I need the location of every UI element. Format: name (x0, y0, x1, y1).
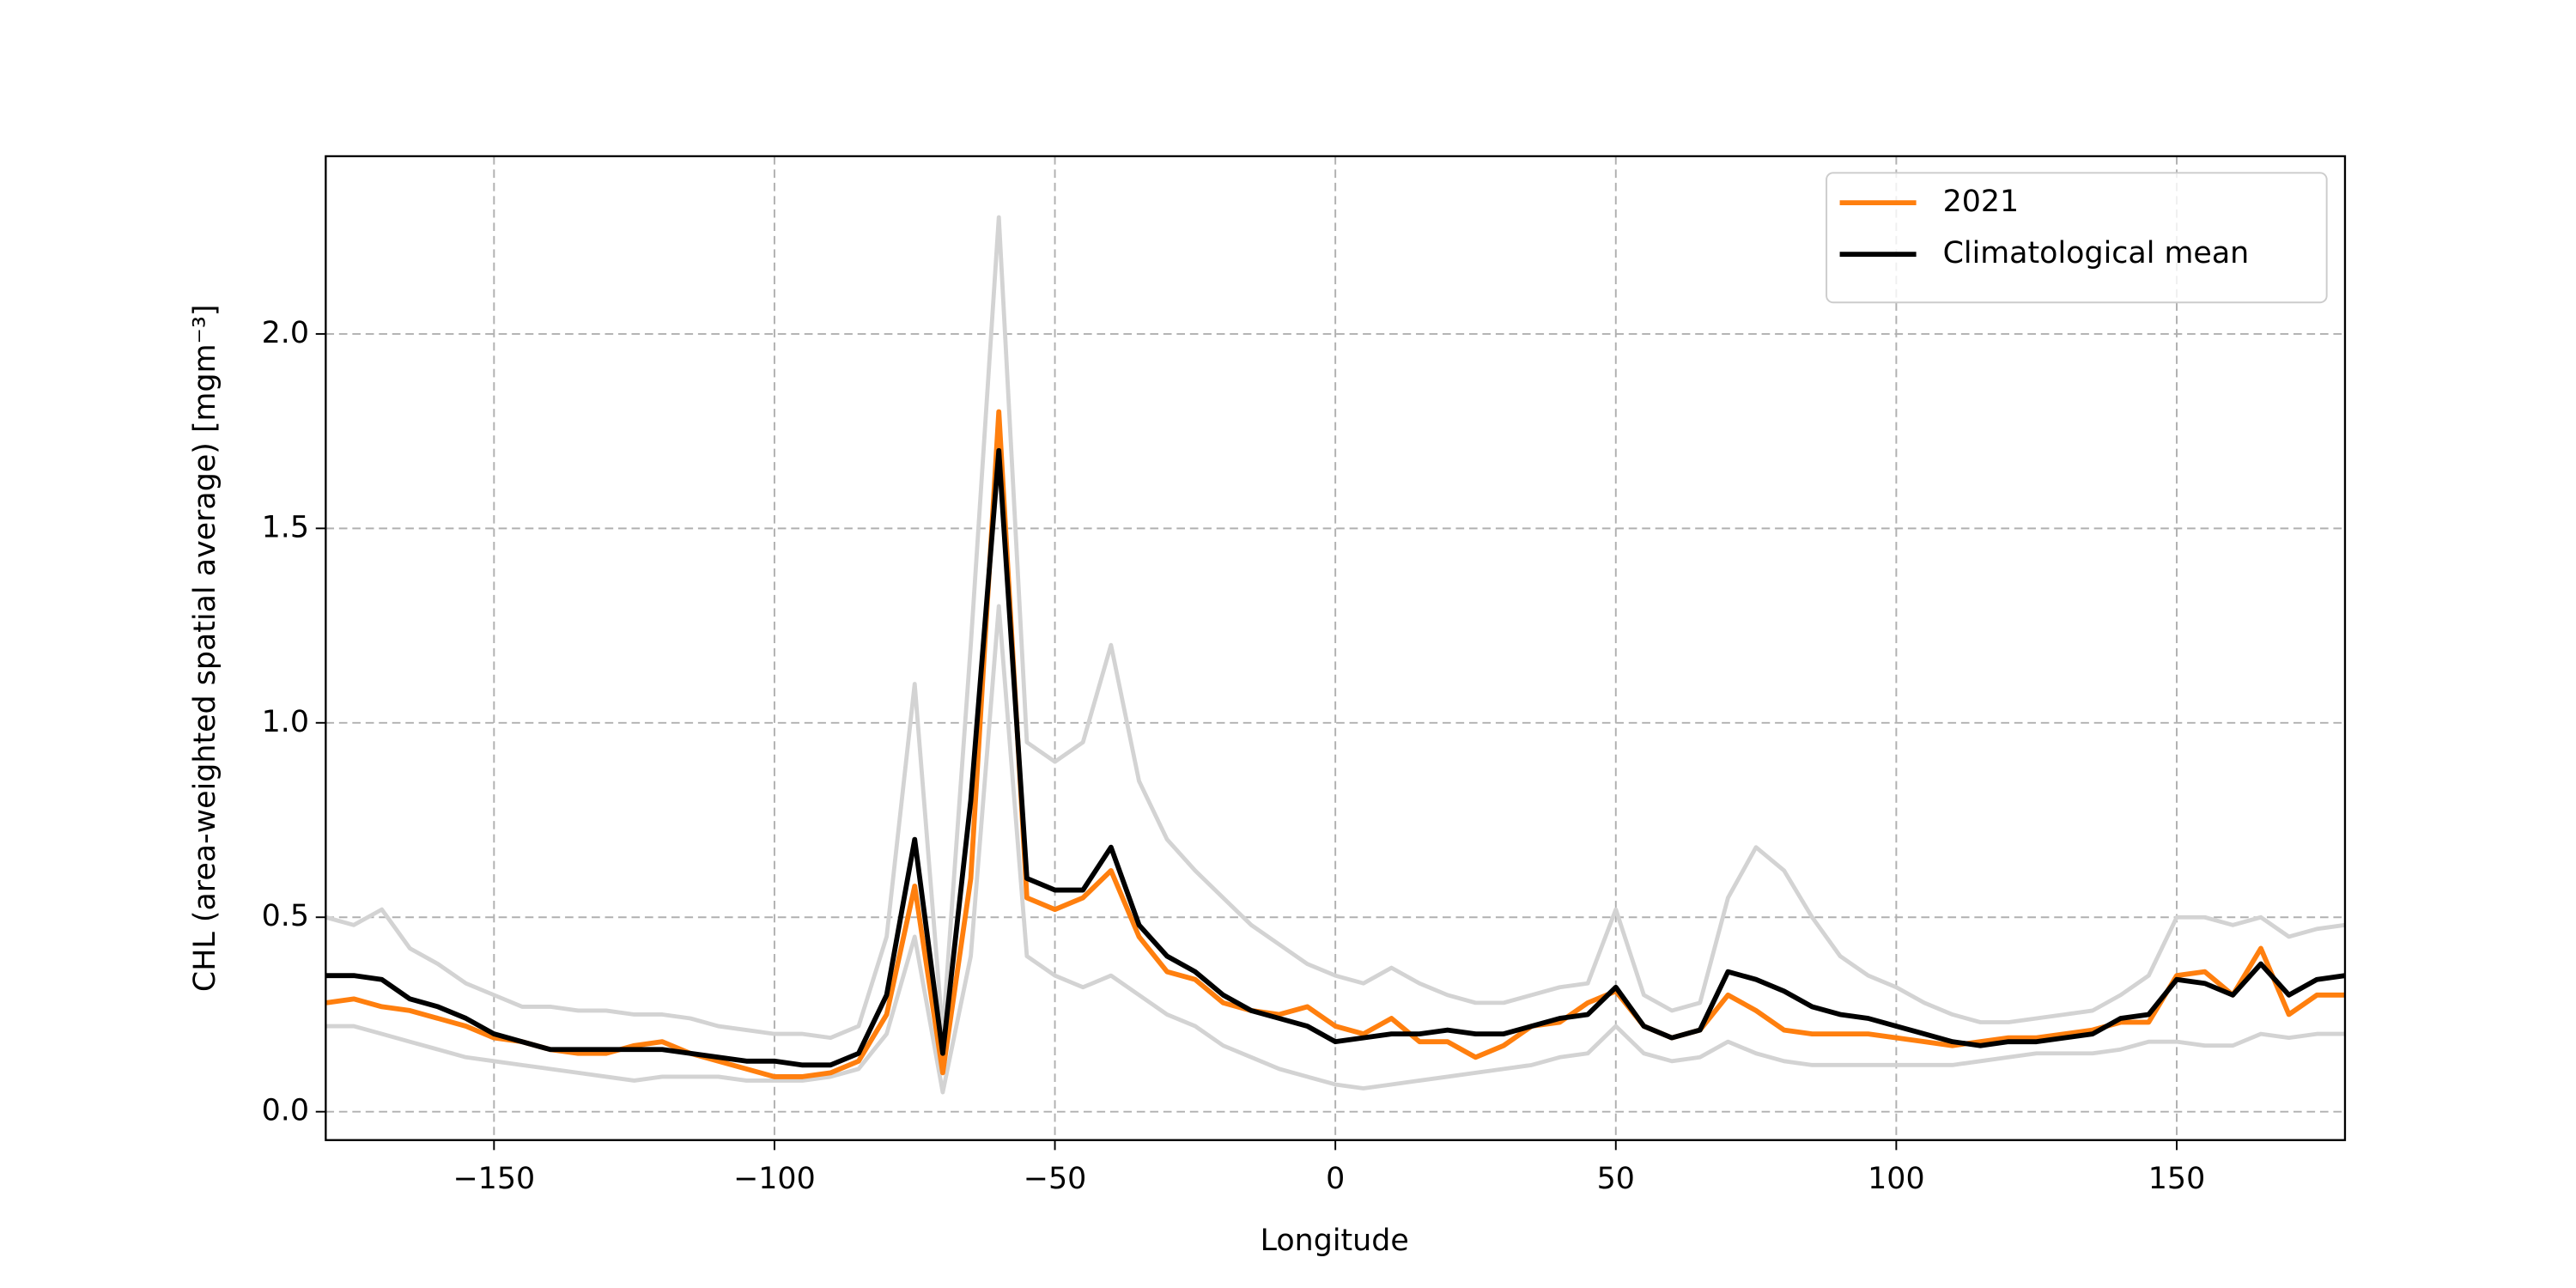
x-tick-label: −50 (1024, 1162, 1086, 1196)
y-tick-label: 0.5 (262, 899, 309, 933)
y-tick-label: 0.0 (262, 1094, 309, 1128)
y-tick-label: 1.0 (262, 705, 309, 739)
y-axis-label: CHL (area-weighted spatial average) [mgm… (188, 305, 222, 993)
y-tick-label: 1.5 (262, 510, 309, 544)
plot-frame (325, 155, 2347, 1141)
x-tick-label: 100 (1868, 1162, 1924, 1196)
background-line (325, 215, 2345, 1041)
legend-label: Climatological mean (1943, 236, 2250, 270)
x-tick-label: 50 (1597, 1162, 1635, 1196)
legend-label: 2021 (1943, 185, 2020, 219)
x-tick-label: 0 (1326, 1162, 1345, 1196)
x-axis-label: Longitude (1261, 1224, 1409, 1258)
x-tick-label: 150 (2148, 1162, 2205, 1196)
y-tick-label: 2.0 (262, 316, 309, 350)
x-tick-label: −150 (453, 1162, 535, 1196)
series-line (325, 409, 2345, 1079)
legend-box (1826, 172, 2328, 304)
background-line (325, 604, 2345, 1095)
series-line (325, 447, 2345, 1068)
x-tick-label: −100 (733, 1162, 816, 1196)
